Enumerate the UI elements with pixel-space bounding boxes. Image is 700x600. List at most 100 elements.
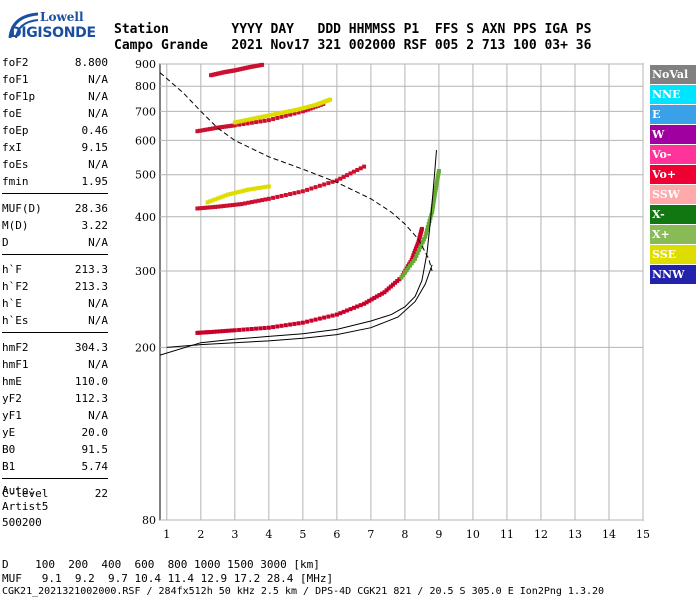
echo-point <box>433 188 438 193</box>
digisonde-logo: Lowell DIGISONDE <box>2 4 110 44</box>
echo-point <box>419 226 424 231</box>
param-name: fmin <box>2 175 29 188</box>
param-row: foEs N/A <box>2 158 108 175</box>
echo-point <box>399 275 404 280</box>
echo-point <box>271 117 276 122</box>
echo-point <box>254 326 259 331</box>
echo-point <box>338 176 343 181</box>
echo-point <box>406 265 411 270</box>
echo-point <box>214 329 219 334</box>
echo-point <box>416 248 421 253</box>
muf-row: MUF 9.1 9.2 9.7 10.4 11.4 12.9 17.2 28.4… <box>2 572 334 585</box>
plot-frame <box>159 63 644 521</box>
echo-point <box>283 323 288 328</box>
echo-point <box>249 326 254 331</box>
param-row: C-level 22 <box>2 487 108 504</box>
param-value: N/A <box>88 90 108 103</box>
echo-point <box>245 121 250 126</box>
echo-point <box>256 198 261 203</box>
echo-point <box>264 184 269 189</box>
echo-point <box>221 204 226 209</box>
auto-label: Auto: <box>2 484 36 497</box>
param-name: B1 <box>2 460 16 473</box>
legend-item-x-: X+ <box>650 225 696 244</box>
param-row: h`F2 213.3 <box>2 280 108 297</box>
param-separator <box>2 478 108 487</box>
x-axis-ticks: 1 2 3 4 5 6 7 8 9 10 11 12 13 14 15 <box>163 528 650 541</box>
echo-point <box>217 329 222 334</box>
echo-point <box>230 203 235 208</box>
echo-point <box>259 185 264 190</box>
echo-point <box>241 122 246 127</box>
param-value: N/A <box>88 314 108 327</box>
echo-point <box>433 185 438 190</box>
echo-point <box>226 328 231 333</box>
auto-artist: Artist5 <box>2 500 49 513</box>
echo-point <box>226 192 231 197</box>
legend-item-e: E <box>650 105 696 124</box>
echo-point <box>425 228 430 233</box>
echo-point <box>431 201 436 206</box>
x-tick-label: 14 <box>602 528 616 541</box>
y-tick-label: 900 <box>135 58 156 71</box>
echo-point <box>197 128 202 133</box>
x-tick-label: 15 <box>636 528 650 541</box>
echo-traces <box>195 62 441 335</box>
param-row: hmE 110.0 <box>2 375 108 392</box>
echo-point <box>283 193 288 198</box>
echo-point <box>313 185 318 190</box>
echo-point <box>266 118 271 123</box>
param-value: 8.800 <box>74 56 108 69</box>
param-row: h`F 213.3 <box>2 263 108 280</box>
echo-point <box>218 195 223 200</box>
echo-point <box>341 309 346 314</box>
echo-point <box>210 126 215 131</box>
y-tick-label: 700 <box>135 105 156 118</box>
param-row: yF1 N/A <box>2 409 108 426</box>
echo-point <box>226 124 231 129</box>
echo-point <box>432 196 437 201</box>
param-name: h`E <box>2 297 22 310</box>
distance-row: D 100 200 400 600 800 1000 1500 3000 [km… <box>2 558 320 571</box>
param-name: B0 <box>2 443 16 456</box>
x-tick-label: 2 <box>197 528 204 541</box>
echo-point <box>328 97 333 102</box>
echo-point <box>245 117 250 122</box>
param-row: fxI 9.15 <box>2 141 108 158</box>
legend-item-w: W <box>650 125 696 144</box>
echo-point <box>305 187 310 192</box>
x-tick-label: 9 <box>435 528 442 541</box>
x-tick-label: 4 <box>265 528 272 541</box>
y-tick-label: 400 <box>135 211 156 224</box>
param-name: M(D) <box>2 219 29 232</box>
echo-point <box>435 178 440 183</box>
echo-point <box>382 290 387 295</box>
echo-point <box>254 186 259 191</box>
echo-point <box>233 190 238 195</box>
echo-point <box>306 104 311 109</box>
echo-point <box>223 193 228 198</box>
echo-point <box>231 191 236 196</box>
echo-point <box>292 111 297 116</box>
param-name: foEp <box>2 124 29 137</box>
echo-point <box>358 303 363 308</box>
param-name: h`F <box>2 263 22 276</box>
x-tick-label: 11 <box>500 528 514 541</box>
echo-point <box>200 206 205 211</box>
echo-point <box>426 221 431 226</box>
echo-point <box>326 314 331 319</box>
echo-point <box>422 237 427 242</box>
echo-point <box>288 322 293 327</box>
echo-point <box>273 112 278 117</box>
echo-point <box>413 246 418 251</box>
param-name: foF2 <box>2 56 29 69</box>
param-row: foE N/A <box>2 107 108 124</box>
echo-point <box>220 125 225 130</box>
echo-point <box>230 123 235 128</box>
echo-point <box>232 120 237 125</box>
param-value: 28.36 <box>74 202 108 215</box>
echo-point <box>286 109 291 114</box>
header-values: Campo Grande 2021 Nov17 321 002000 RSF 0… <box>114 38 592 53</box>
param-name: yF2 <box>2 392 22 405</box>
param-row: h`Es N/A <box>2 314 108 331</box>
